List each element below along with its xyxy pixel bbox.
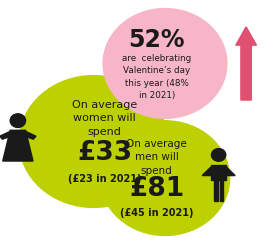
Text: On average
women will
spend: On average women will spend: [72, 100, 137, 137]
Polygon shape: [202, 167, 215, 176]
Polygon shape: [3, 130, 33, 161]
Circle shape: [103, 9, 227, 118]
Circle shape: [19, 76, 168, 207]
Text: £33: £33: [77, 140, 132, 165]
Text: (£45 in 2021): (£45 in 2021): [120, 209, 194, 218]
Polygon shape: [214, 180, 218, 201]
Text: £81: £81: [129, 176, 184, 202]
Circle shape: [10, 114, 26, 127]
Polygon shape: [222, 167, 235, 176]
Text: On average
men will
spend: On average men will spend: [126, 139, 187, 176]
Circle shape: [211, 149, 226, 161]
Polygon shape: [211, 165, 226, 180]
Text: are  celebrating
Valentine’s day
this year (48%
in 2021): are celebrating Valentine’s day this yea…: [122, 54, 191, 100]
Text: (£23 in 2021): (£23 in 2021): [68, 174, 141, 184]
Text: 52%: 52%: [128, 28, 185, 52]
Circle shape: [100, 121, 230, 235]
Polygon shape: [220, 180, 223, 201]
Polygon shape: [236, 27, 256, 100]
Polygon shape: [0, 131, 36, 139]
